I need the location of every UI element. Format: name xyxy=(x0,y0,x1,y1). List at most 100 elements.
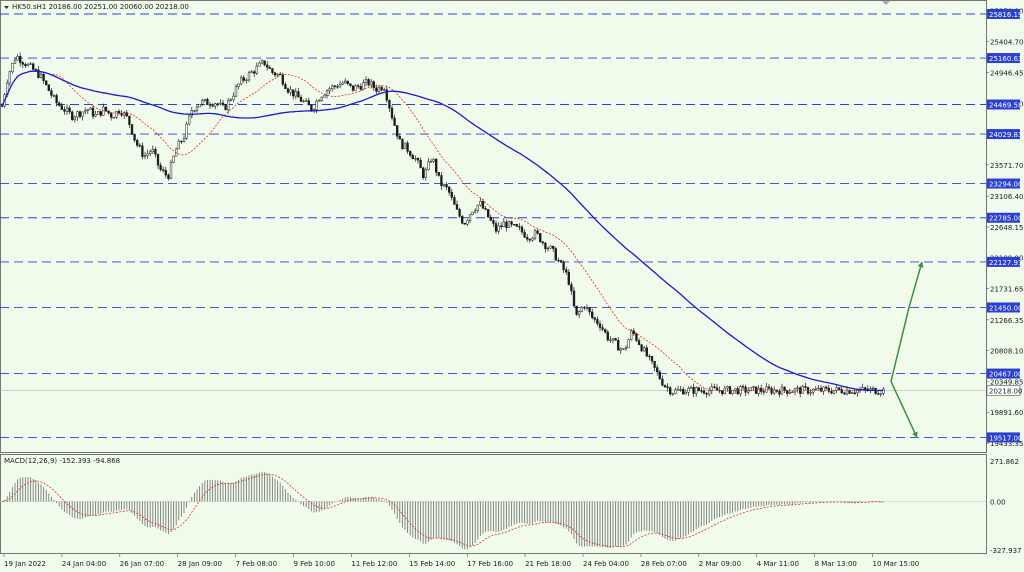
candle xyxy=(409,150,412,158)
candle-body xyxy=(609,339,612,342)
candle-body xyxy=(853,392,856,394)
candle xyxy=(752,385,755,391)
candle xyxy=(445,182,448,191)
candle-body xyxy=(432,158,435,162)
candle xyxy=(819,384,823,393)
candle xyxy=(81,111,84,121)
candle-body xyxy=(263,60,266,66)
candle-body xyxy=(42,73,45,82)
candle-body xyxy=(510,221,513,225)
candle-body xyxy=(645,347,648,357)
candle-body xyxy=(32,63,35,70)
candle-body xyxy=(757,387,760,394)
time-tick-label: 10 Mar 15:00 xyxy=(873,560,920,568)
candle-body xyxy=(713,386,716,389)
candle-body xyxy=(21,62,24,65)
candle xyxy=(697,386,700,392)
candle xyxy=(422,166,425,180)
candle-body xyxy=(619,348,622,351)
candle xyxy=(544,242,547,253)
candle-body xyxy=(367,79,370,86)
level-label: 24469.58 xyxy=(989,102,1022,110)
candle xyxy=(653,361,656,372)
candle-body xyxy=(357,85,360,87)
candle-body xyxy=(604,329,607,333)
candle xyxy=(84,107,87,115)
candle xyxy=(708,387,711,397)
candle xyxy=(767,383,771,390)
candle-body xyxy=(307,100,310,106)
candle-body xyxy=(409,151,412,156)
level-label: 21450.00 xyxy=(989,304,1022,312)
candle xyxy=(682,386,685,395)
candle-body xyxy=(830,391,833,394)
candle-body xyxy=(705,392,708,395)
candle xyxy=(307,97,310,106)
candle xyxy=(448,185,451,196)
candle xyxy=(37,66,40,79)
candle xyxy=(133,134,136,143)
time-tick-label: 26 Jan 07:00 xyxy=(120,560,164,568)
candle xyxy=(604,328,607,334)
candle xyxy=(380,85,383,92)
candle-body xyxy=(279,73,282,76)
candle xyxy=(507,220,511,228)
candle-body xyxy=(549,245,552,249)
candle xyxy=(643,346,646,352)
candle xyxy=(440,172,443,190)
candle xyxy=(193,109,196,113)
candle xyxy=(115,110,118,119)
candle-body xyxy=(29,63,32,65)
candle xyxy=(190,106,193,119)
candle-body xyxy=(708,390,711,395)
candle-body xyxy=(710,386,713,391)
candle xyxy=(52,94,56,98)
candle xyxy=(78,110,82,119)
candle xyxy=(539,232,542,243)
candle-body xyxy=(461,216,464,224)
candle xyxy=(276,73,279,78)
candle xyxy=(630,328,633,341)
candle-body xyxy=(840,389,843,394)
candle-body xyxy=(219,102,222,105)
bullish-arrow-segment xyxy=(890,307,910,382)
candle-body xyxy=(736,388,739,395)
candle xyxy=(723,385,726,395)
candle xyxy=(637,338,641,346)
candle-body xyxy=(273,72,277,76)
candle-body xyxy=(323,94,326,98)
candle-body xyxy=(762,391,765,393)
candle-body xyxy=(552,245,555,249)
candle xyxy=(32,62,35,71)
candle-body xyxy=(383,89,386,91)
candle xyxy=(557,257,560,263)
candle-body xyxy=(89,107,92,110)
candle xyxy=(297,87,300,98)
candle-body xyxy=(297,91,300,98)
candle-body xyxy=(689,386,693,389)
candle-body xyxy=(63,109,66,112)
candle-body xyxy=(695,387,698,394)
candle xyxy=(128,115,131,129)
candle-body xyxy=(68,107,71,113)
candle-body xyxy=(169,162,173,179)
candle xyxy=(214,102,217,110)
candle xyxy=(476,204,479,214)
candle-body xyxy=(34,69,37,71)
level-label: 22785.00 xyxy=(989,215,1022,223)
candle xyxy=(762,388,765,396)
candle xyxy=(427,157,430,171)
candle-body xyxy=(557,259,560,262)
candle-body xyxy=(666,386,669,388)
candle-body xyxy=(318,100,321,102)
candle xyxy=(89,106,92,110)
candle xyxy=(455,200,459,210)
candle xyxy=(26,62,30,67)
candle-body xyxy=(112,117,115,119)
candle-body xyxy=(195,106,199,111)
candle-body xyxy=(232,95,235,100)
candle-body xyxy=(479,200,482,206)
candle xyxy=(546,246,550,252)
